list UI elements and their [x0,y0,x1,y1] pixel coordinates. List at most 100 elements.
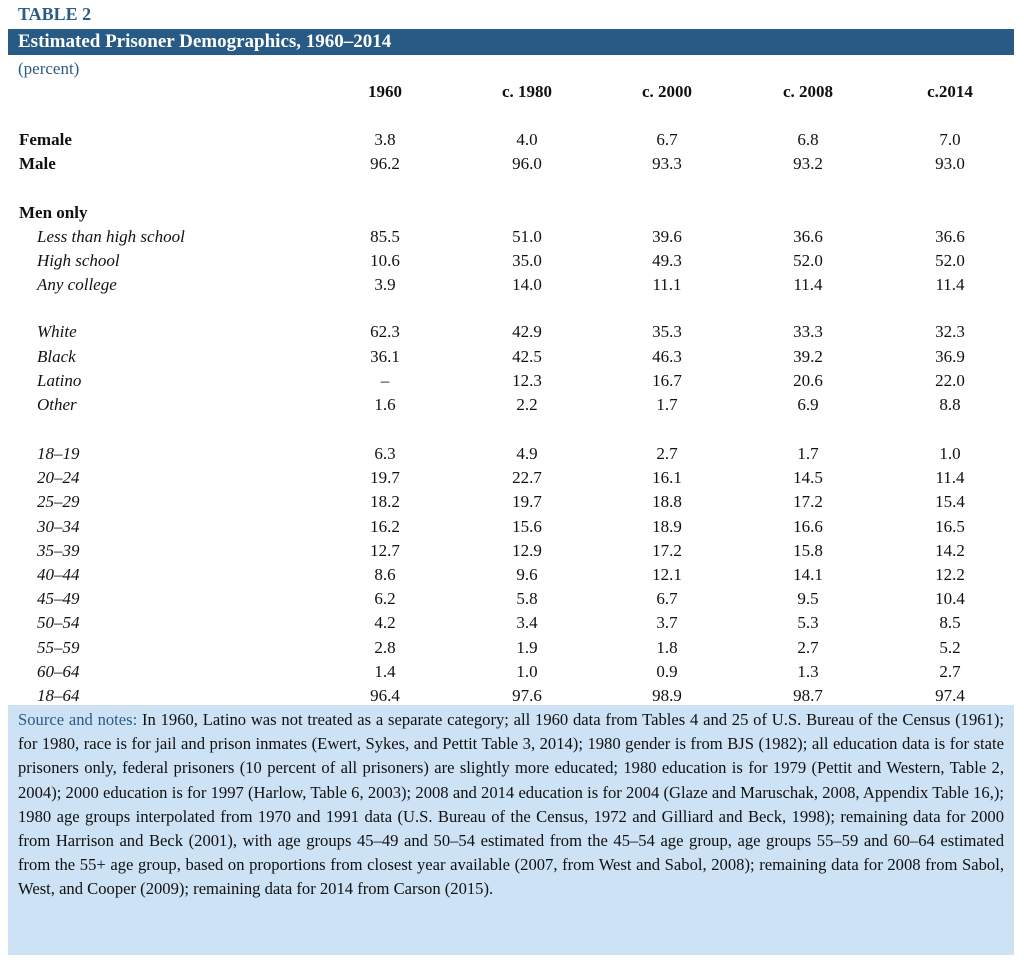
cell-value: 35.3 [652,322,682,342]
cell-value: 11.4 [935,275,965,295]
row-label: 40–44 [37,565,80,584]
cell-value: 12.2 [935,565,965,584]
cell-value: 14.2 [935,540,965,560]
notes-text: In 1960, Latino was not treated as a sep… [18,710,1004,899]
table-row: 18–19 6.3 4.9 2.7 1.7 1.0 [0,442,1024,466]
cell-value: 16.6 [793,516,823,536]
column-header: c.2014 [927,82,973,101]
cell-value: 16.2 [370,516,400,536]
table-row: Other 1.6 2.2 1.7 6.9 8.8 [0,393,1024,417]
cell-value: 15.8 [793,540,823,560]
cell-value: 11.4 [793,275,823,295]
cell-value: 1.7 [656,394,678,414]
cell-value: 3.4 [516,613,538,633]
table-row: Less than high school 85.5 51.0 39.6 36.6 36.… [0,225,1024,249]
cell-value: 42.9 [512,322,542,342]
cell-value: 9.6 [516,565,538,584]
cell-value: 20.6 [793,370,823,390]
cell-value: 19.7 [512,492,542,512]
cell-value: 3.9 [374,275,396,295]
row-label: 25–29 [37,492,80,512]
table-row: 60–64 1.4 1.0 0.9 1.3 2.7 [0,660,1024,684]
cell-value: 42.5 [512,346,542,366]
table-row: 20–24 19.7 22.7 16.1 14.5 11.4 [0,466,1024,490]
cell-value: 0.9 [656,661,678,681]
cell-value: 1.0 [516,661,538,681]
cell-value: 97.6 [512,685,542,705]
table-label: TABLE 2 [18,4,92,24]
cell-value: 6.7 [656,589,678,609]
cell-value: 32.3 [935,322,965,342]
cell-value: 14.1 [793,565,823,584]
cell-value: 6.9 [797,394,819,414]
row-label: 20–24 [37,468,80,488]
notes-lead: Source and notes: [18,710,138,729]
cell-value: 1.6 [374,394,396,414]
cell-value: 62.3 [370,322,400,342]
table-row: 25–29 18.2 19.7 18.8 17.2 15.4 [0,490,1024,514]
table-row: High school 10.6 35.0 49.3 52.0 52.0 [0,249,1024,273]
table-row: 40–44 8.6 9.6 12.1 14.1 12.2 [0,563,1024,587]
row-label: 60–64 [37,661,80,681]
row-label: Latino [37,370,82,390]
cell-value: 5.3 [797,613,819,633]
column-header: c. 2008 [782,82,834,101]
row-label: 30–34 [37,516,80,536]
cell-value: 6.3 [374,444,396,464]
cell-value: 11.4 [935,468,965,488]
cell-value: 96.4 [370,685,400,705]
cell-value: 22.0 [935,370,965,390]
cell-value: 1.9 [516,637,538,657]
cell-value: 1.4 [374,661,396,681]
data-table: 1960 c. 1980 c. 2000 c. 2008 c.2014 Female 3.8… [0,80,1024,708]
table-row: 18–64 96.4 97.6 98.9 98.7 97.4 [0,684,1024,708]
cell-value: 19.7 [370,468,400,488]
table-row: 30–34 16.2 15.6 18.9 16.6 16.5 [0,515,1024,539]
row-label: Black [37,346,76,366]
source-notes: Source and notes: In 1960, Latino was no… [8,705,1014,955]
cell-value: 18.8 [652,492,682,512]
table-row: 50–54 4.2 3.4 3.7 5.3 8.5 [0,611,1024,635]
table-row: 45–49 6.2 5.8 6.7 9.5 10.4 [0,587,1024,611]
cell-value: 4.0 [516,130,538,150]
cell-value: 17.2 [652,540,682,560]
cell-value: 3.7 [656,613,678,633]
cell-value: 14.5 [793,468,823,488]
cell-value: 6.8 [797,130,819,150]
cell-value: 96.2 [370,154,400,174]
cell-value: 35.0 [512,250,542,270]
cell-value: 93.2 [793,154,823,174]
column-header: c. 2000 [641,82,693,101]
cell-value: 12.9 [512,540,542,560]
row-label: 55–59 [37,637,80,657]
cell-value: 12.7 [370,540,400,560]
row-label: Male [19,154,56,174]
table-row: Latino – 12.3 16.7 20.6 22.0 [0,369,1024,393]
row-label: High school [37,250,120,270]
cell-value: 1.8 [656,637,678,657]
cell-value: 1.3 [797,661,819,681]
cell-value: 1.0 [939,444,961,464]
table-row: Black 36.1 42.5 46.3 39.2 36.9 [0,345,1024,369]
cell-value: 2.7 [939,661,961,681]
row-label: Female [19,130,72,150]
cell-value: 8.6 [374,565,396,584]
table-row: Female 3.8 4.0 6.7 6.8 7.0 [0,128,1024,152]
cell-value: 52.0 [793,250,823,270]
cell-value: 6.2 [374,589,396,609]
cell-value: 18.2 [370,492,400,512]
table-row: Any college 3.9 14.0 11.1 11.4 11.4 [0,273,1024,297]
cell-value: 36.6 [935,226,965,246]
row-label: 35–39 [37,540,80,560]
cell-value: 8.8 [939,394,961,414]
cell-value: 18.9 [652,516,682,536]
cell-value: 17.2 [793,492,823,512]
column-header: c. 1980 [501,82,553,101]
cell-value: 4.9 [516,444,538,464]
cell-value: 5.2 [939,637,961,657]
cell-value: 97.4 [935,685,965,705]
cell-value: 14.0 [512,275,542,295]
cell-value: 1.7 [797,444,819,464]
cell-value: 12.1 [652,565,682,584]
